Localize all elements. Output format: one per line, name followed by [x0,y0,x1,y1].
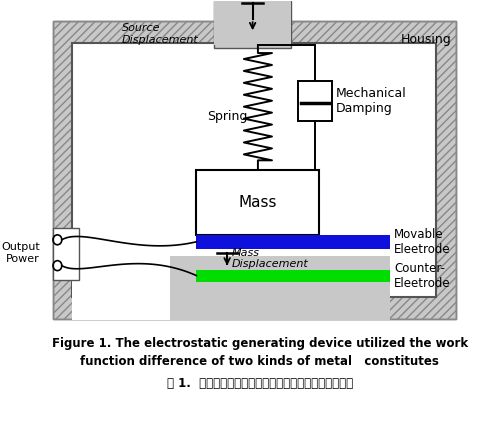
Text: function difference of two kinds of metal   constitutes: function difference of two kinds of meta… [80,355,439,368]
Text: Spring: Spring [207,110,248,123]
Text: Output
Power: Output Power [1,242,40,264]
FancyBboxPatch shape [197,170,319,235]
Text: Figure 1. The electrostatic generating device utilized the work: Figure 1. The electrostatic generating d… [51,337,468,350]
FancyBboxPatch shape [214,1,292,48]
Text: 图 1.  利用不同的两种金属功函数差构成的静电发电装置: 图 1. 利用不同的两种金属功函数差构成的静电发电装置 [167,377,353,390]
FancyBboxPatch shape [170,256,390,320]
FancyBboxPatch shape [72,256,170,320]
FancyBboxPatch shape [298,81,332,120]
FancyBboxPatch shape [197,235,390,249]
FancyBboxPatch shape [72,43,437,297]
FancyBboxPatch shape [53,228,79,280]
FancyBboxPatch shape [53,21,456,319]
Text: Housing: Housing [400,33,451,46]
Text: Source
Displacement: Source Displacement [122,23,198,45]
Text: Counter-
Eleetrode: Counter- Eleetrode [394,261,451,290]
Text: Mechanical
Damping: Mechanical Damping [336,87,407,115]
Text: Movable
Eleetrode: Movable Eleetrode [394,228,451,256]
FancyBboxPatch shape [214,1,292,45]
Text: Mass: Mass [239,195,277,210]
FancyBboxPatch shape [197,269,390,282]
Text: Mass
Displacement: Mass Displacement [232,248,308,269]
